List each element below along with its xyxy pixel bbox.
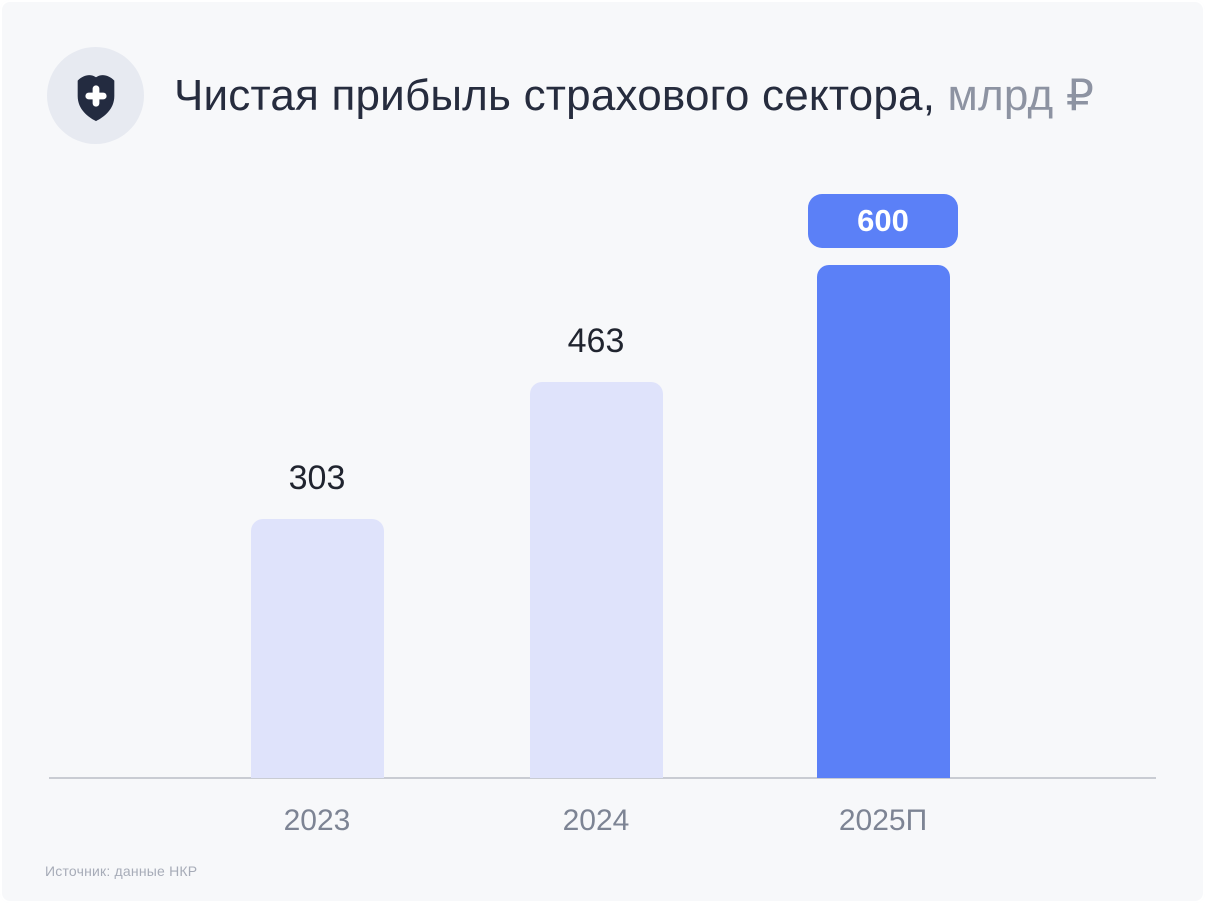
page-title: Чистая прибыль страхового сектора, млрд … bbox=[174, 70, 1094, 121]
title-unit-text: млрд ₽ bbox=[935, 71, 1095, 120]
x-tick-label-2023: 2023 bbox=[283, 804, 351, 837]
source-note: Источник: данные НКР bbox=[45, 863, 198, 879]
bar-2023 bbox=[250, 519, 384, 778]
value-label-2023: 303 bbox=[288, 458, 346, 497]
x-tick-label-2024: 2024 bbox=[562, 804, 630, 837]
title-main-text: Чистая прибыль страхового сектора, bbox=[174, 71, 936, 120]
header: Чистая прибыль страхового сектора, млрд … bbox=[47, 47, 1094, 144]
value-label-2024: 463 bbox=[567, 321, 625, 360]
x-axis-line bbox=[49, 777, 1156, 779]
bar-2025П bbox=[816, 265, 950, 778]
x-tick-label-2025П: 2025П bbox=[838, 804, 928, 837]
shield-plus-icon bbox=[47, 47, 144, 144]
bar-2024 bbox=[529, 382, 663, 778]
value-badge-2025П: 600 bbox=[808, 194, 958, 248]
